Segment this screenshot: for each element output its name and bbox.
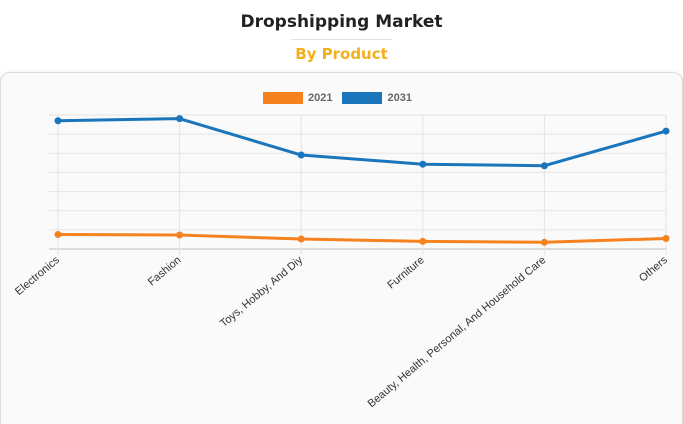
legend-swatch-2021	[263, 92, 303, 104]
legend-label-2021: 2021	[308, 92, 333, 104]
data-point-2021-1	[176, 231, 184, 239]
chart-legend: 2021 2031	[263, 92, 422, 104]
title-divider	[291, 39, 392, 40]
page-title: Dropshipping Market	[240, 12, 443, 32]
series-line-2031	[56, 117, 668, 168]
line-chart: Electronics Fashion Toys, Hobby, And Diy Fu…	[13, 114, 670, 410]
x-tick-label: Furniture	[385, 254, 426, 291]
chart-card: 2021 2031 Electronics Fashion Toys, Hobby,…	[0, 72, 683, 424]
data-point-2031-5	[662, 127, 670, 135]
data-point-2021-5	[662, 234, 670, 242]
data-point-2031-3	[419, 160, 427, 168]
x-tick-label: Fashion	[146, 254, 184, 288]
data-point-2021-3	[419, 237, 427, 245]
data-point-2021-0	[54, 230, 62, 238]
data-point-2031-1	[176, 115, 184, 123]
legend-swatch-2031	[342, 92, 383, 104]
series-line-2021	[56, 232, 668, 244]
legend-label-2031: 2031	[387, 92, 412, 104]
x-tick-label: Others	[637, 254, 670, 285]
data-point-2021-4	[540, 238, 548, 246]
data-point-2031-2	[297, 151, 305, 159]
data-point-2031-4	[540, 162, 548, 170]
data-point-2021-2	[297, 235, 305, 243]
page-subtitle: By Product	[295, 45, 388, 63]
legend-item-2021[interactable]: 2021	[263, 92, 332, 104]
x-tick-label: Toys, Hobby, And Diy	[218, 254, 306, 330]
legend-item-2031[interactable]: 2031	[342, 92, 412, 104]
data-point-2031-0	[54, 117, 62, 125]
x-tick-label: Electronics	[13, 254, 62, 298]
